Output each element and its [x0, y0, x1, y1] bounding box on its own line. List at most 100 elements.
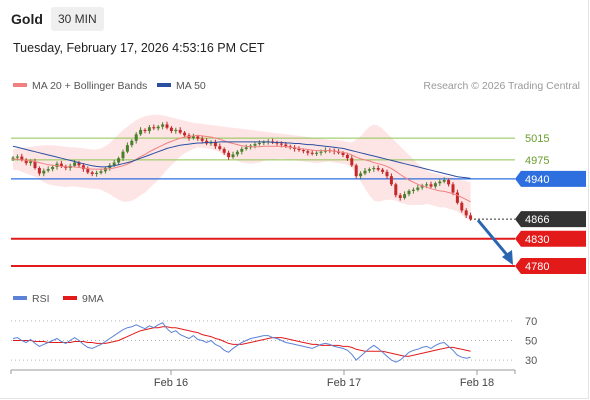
candle-body [222, 148, 226, 153]
legend-ma50-swatch [157, 83, 171, 88]
candle-body [227, 152, 231, 158]
candle-body [51, 166, 55, 170]
candle-body [407, 190, 411, 195]
candle-body [178, 129, 182, 133]
legend-ma20-label: MA 20 + Bollinger Bands [32, 80, 148, 92]
candle-body [455, 192, 459, 203]
candle-body [125, 145, 129, 152]
chart-header: Gold 30 MIN [0, 0, 590, 34]
candle-body [165, 124, 169, 128]
candle-body [447, 179, 451, 185]
candle-body [235, 151, 239, 155]
rsi-line [12, 322, 471, 363]
forecast-arrow-head [502, 249, 513, 265]
x-tick-label-0: Feb 16 [154, 377, 188, 389]
candle-body [191, 136, 195, 139]
price-level-label-2: 4940 [525, 174, 549, 186]
candle-body [183, 132, 187, 136]
price-level-tag-2 [515, 170, 586, 187]
candle-body [425, 184, 429, 186]
candle-body [319, 151, 323, 153]
candle-body [354, 165, 358, 177]
candle-body [451, 184, 455, 193]
legend-rsi-label: RSI [32, 293, 50, 305]
price-level-tag-4 [515, 230, 586, 247]
rsi-ma-line [13, 326, 471, 357]
timeframe-button[interactable]: 30 MIN [51, 7, 104, 31]
candle-body [121, 151, 125, 159]
legend-rsi: RSI [13, 293, 50, 305]
candle-body [147, 127, 151, 132]
candle-body [46, 169, 50, 171]
candle-body [59, 163, 63, 167]
candle-body [279, 143, 283, 145]
candle-body [11, 157, 15, 159]
candle-body [139, 129, 143, 135]
rsi-tick-label-2: 30 [525, 355, 537, 367]
candle-body [345, 154, 349, 159]
candle-body [442, 179, 446, 182]
candle-body [315, 152, 319, 154]
candle-body [196, 136, 200, 139]
candle-body [460, 202, 464, 211]
candle-body [143, 129, 147, 132]
candle-body [385, 171, 389, 177]
candle-body [134, 134, 138, 141]
candle-body [429, 184, 433, 187]
candle-body [244, 147, 248, 149]
candle-body [112, 162, 116, 166]
candle-body [310, 152, 314, 154]
instrument-title: Gold [11, 11, 43, 27]
candle-body [73, 162, 77, 166]
x-tick-label-2: Feb 18 [460, 377, 494, 389]
candle-body [367, 169, 371, 171]
candle-body [117, 158, 121, 163]
candle-body [376, 168, 380, 170]
candle-body [301, 150, 305, 152]
price-level-label-0: 5015 [525, 133, 549, 145]
price-level-label-5: 4780 [525, 261, 549, 273]
candle-body [469, 215, 473, 220]
legend-ma20: MA 20 + Bollinger Bands [13, 80, 147, 92]
candle-body [130, 140, 134, 146]
candle-body [33, 161, 37, 169]
legend-9ma-label: 9MA [82, 293, 104, 305]
candle-body [86, 169, 90, 173]
candle-body [29, 161, 33, 164]
candle-body [15, 156, 19, 158]
rsi-tick-label-1: 50 [525, 336, 537, 348]
candle-body [55, 163, 59, 167]
candle-body [213, 141, 217, 147]
candle-body [389, 176, 393, 185]
candle-body [152, 127, 156, 129]
candle-body [231, 154, 235, 158]
candle-body [284, 144, 288, 147]
candle-body [24, 159, 28, 164]
price-level-tag-3 [515, 211, 586, 228]
candle-body [253, 144, 257, 146]
candle-body [37, 168, 41, 174]
candle-body [372, 168, 376, 170]
candle-body [464, 210, 468, 216]
candle-body [411, 189, 415, 191]
candle-body [103, 168, 107, 172]
price-level-label-1: 4975 [525, 155, 549, 167]
candle-body [433, 183, 437, 187]
candle-body [169, 127, 173, 132]
candle-body [341, 152, 345, 155]
candle-body [200, 138, 204, 141]
candle-body [398, 195, 402, 198]
forecast-arrow-shaft [476, 219, 509, 256]
candle-body [394, 184, 398, 196]
candle-body [381, 169, 385, 172]
candle-body [240, 148, 244, 152]
candle-body [174, 129, 178, 132]
candle-body [262, 141, 266, 143]
chart-datetime: Tuesday, February 17, 2026 4:53:16 PM CE… [13, 41, 265, 55]
legend-ma20-swatch [13, 83, 27, 88]
price-level-label-3: 4866 [525, 214, 549, 226]
candle-body [42, 170, 46, 174]
ma50-line [12, 141, 471, 179]
